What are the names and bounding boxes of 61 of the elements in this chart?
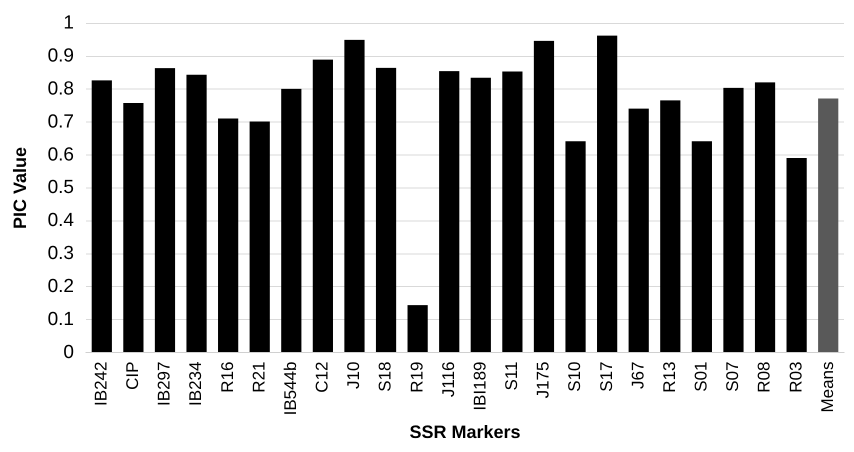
- x-tick-label: IB234: [186, 362, 206, 406]
- y-tick-label: 1: [63, 12, 74, 34]
- bar: [408, 305, 428, 352]
- x-tick-label: R16: [218, 362, 237, 393]
- bar: [92, 80, 112, 352]
- bar: [660, 100, 680, 352]
- x-tick-label: IB242: [91, 362, 110, 406]
- y-tick-label: 0.3: [48, 243, 74, 264]
- bar: [439, 71, 460, 352]
- bar: [565, 141, 586, 352]
- x-tick-label: R08: [754, 362, 774, 393]
- bar: [281, 88, 302, 352]
- x-tick-label: IB544b: [280, 362, 300, 416]
- y-tick-label: 0.9: [48, 46, 74, 67]
- bar: [692, 141, 712, 352]
- x-axis-title: SSR Markers: [409, 422, 521, 442]
- x-tick-label: S07: [723, 362, 742, 392]
- bar: [123, 103, 144, 352]
- bar: [218, 118, 238, 352]
- x-tick-label: J10: [344, 362, 364, 389]
- x-tick-label: S17: [596, 362, 616, 392]
- bar: [344, 40, 365, 352]
- x-tick-label: R19: [407, 362, 426, 393]
- x-tick-label: CIP: [123, 362, 142, 390]
- x-tick-label: J175: [534, 362, 553, 398]
- bar: [312, 60, 333, 352]
- x-tick-label: C12: [312, 362, 332, 393]
- x-tick-label: R21: [249, 362, 268, 393]
- x-tick-label: IBI189: [470, 362, 490, 411]
- y-tick-label: 0.6: [48, 144, 74, 166]
- x-tick-label: S10: [565, 362, 584, 392]
- bar: [186, 74, 207, 352]
- x-tick-label: S01: [692, 362, 711, 392]
- bar: [723, 88, 744, 352]
- x-tick-label: IB297: [154, 362, 174, 406]
- bar: [534, 40, 554, 352]
- bar: [754, 82, 776, 352]
- y-tick-label: 0: [63, 342, 74, 363]
- bar: [154, 68, 176, 352]
- bar: [628, 108, 649, 352]
- x-tick-label: S18: [376, 362, 395, 392]
- x-tick-label: J116: [438, 362, 458, 398]
- bar: [502, 71, 522, 352]
- y-tick-label: 0.2: [48, 276, 74, 297]
- x-tick-label: R03: [786, 362, 806, 393]
- x-tick-label: Means: [818, 362, 837, 413]
- bar: [597, 36, 618, 352]
- bar: [470, 78, 491, 352]
- bar: [376, 68, 396, 352]
- y-tick-label: 0.1: [48, 308, 74, 330]
- bar: [786, 158, 807, 352]
- bar: [250, 121, 270, 352]
- y-tick-label: 0.5: [48, 177, 74, 198]
- x-tick-label: J67: [628, 362, 648, 389]
- y-axis-title: PIC Value: [10, 146, 30, 229]
- y-tick-label: 0.4: [48, 210, 74, 232]
- x-tick-label: R13: [660, 362, 679, 393]
- x-tick-label: S11: [502, 362, 522, 391]
- y-tick-label: 0.7: [48, 111, 74, 132]
- bar: [818, 98, 838, 352]
- y-tick-label: 0.8: [48, 78, 74, 100]
